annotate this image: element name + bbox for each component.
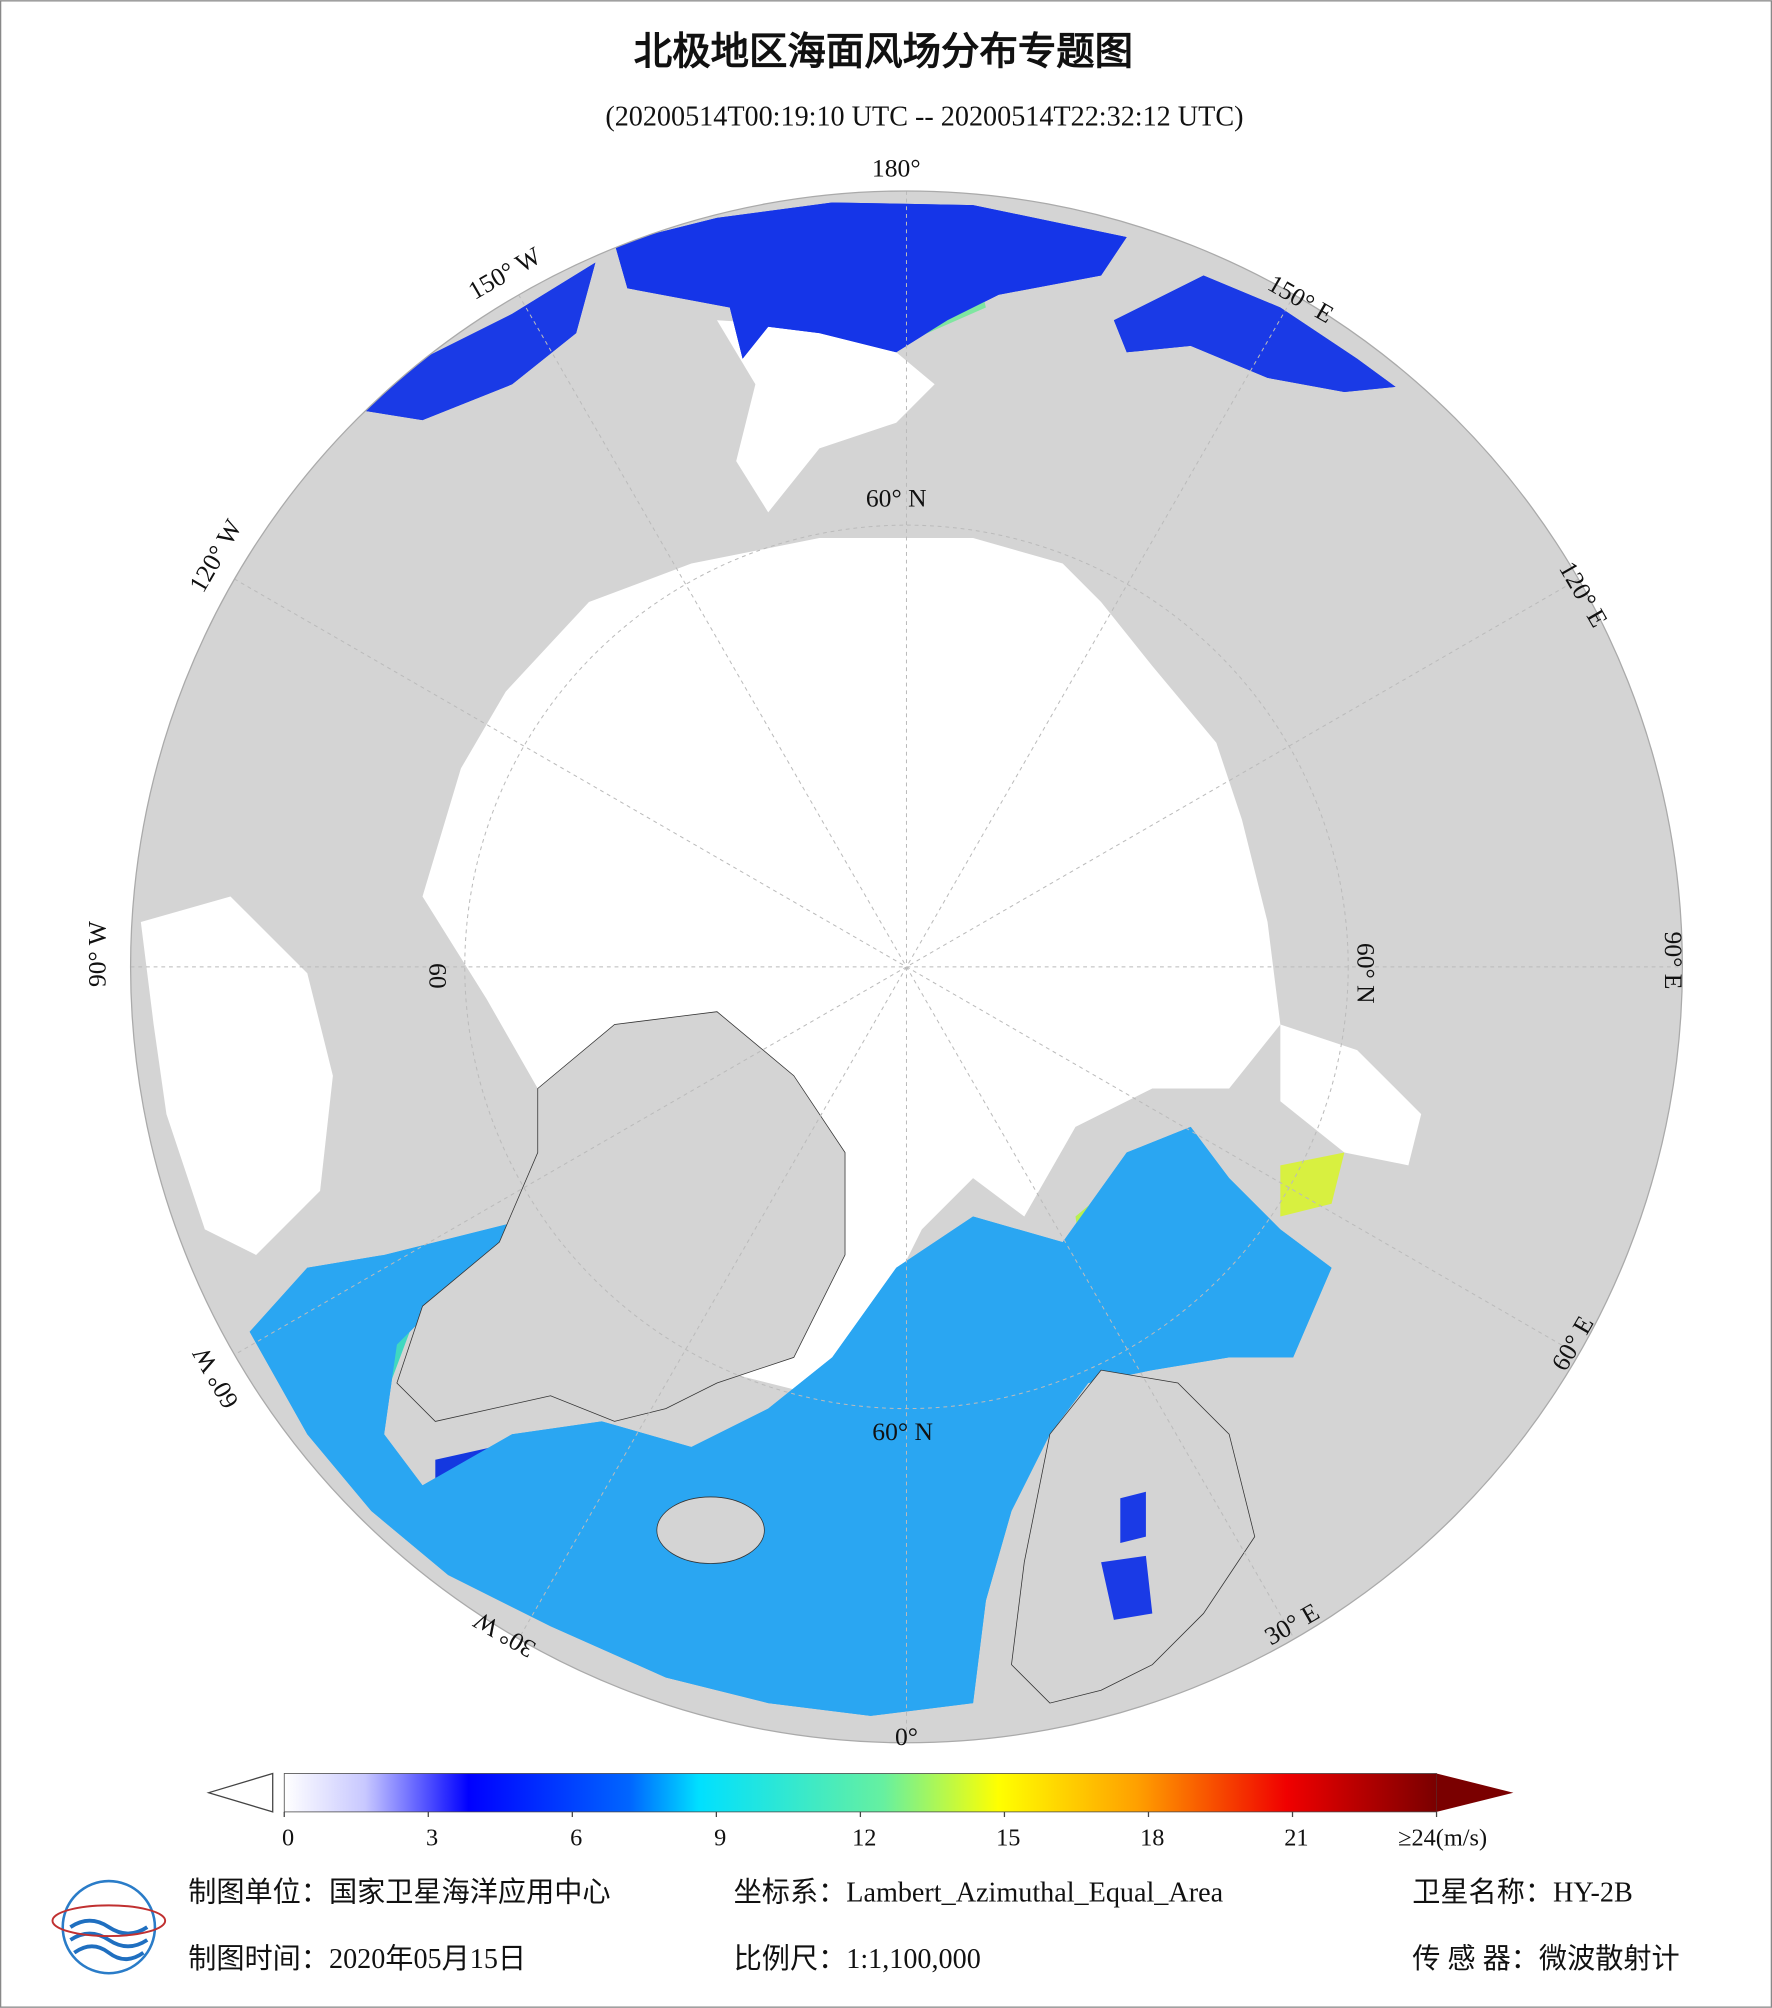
footer-sensor: 传 感 器：微波散射计 xyxy=(1412,1943,1680,1975)
latitude-label: 60° N xyxy=(872,1417,933,1446)
colorbar-tick-label: 12 xyxy=(852,1825,876,1852)
longitude-label: 90° W xyxy=(83,920,112,987)
latitude-label: 60 xyxy=(423,963,452,989)
longitude-label: 0° xyxy=(895,1722,918,1751)
colorbar-tick-label: 21 xyxy=(1284,1825,1308,1852)
colorbar-tick-label: 0 xyxy=(282,1825,294,1852)
map-border xyxy=(129,190,1684,1744)
colorbar-low-triangle xyxy=(206,1772,274,1813)
map xyxy=(130,190,1683,1743)
colorbar-tick-label: 15 xyxy=(996,1825,1020,1852)
colorbar-tick-label: 18 xyxy=(1140,1825,1164,1852)
logo xyxy=(51,1879,167,1975)
footer-scale: 比例尺：1:1,100,000 xyxy=(734,1943,981,1975)
longitude-label: 180° xyxy=(872,153,921,182)
colorbar-tick-label: 3 xyxy=(426,1825,438,1852)
footer-crs: 坐标系：Lambert_Azimuthal_Equal_Area xyxy=(734,1877,1224,1909)
colorbar-tick-label: 9 xyxy=(714,1825,726,1852)
colorbar xyxy=(283,1773,1437,1813)
latitude-label: 60° N xyxy=(1352,943,1381,1004)
footer-date: 制图时间：2020年05月15日 xyxy=(188,1943,526,1975)
colorbar-tick-label: 6 xyxy=(570,1825,582,1852)
colorbar-high-triangle xyxy=(1436,1773,1514,1812)
latitude-label: 60° N xyxy=(866,484,927,513)
longitude-label: 90° E xyxy=(1659,932,1688,990)
footer-unit: 制图单位：国家卫星海洋应用中心 xyxy=(188,1877,610,1909)
wind-field xyxy=(249,202,1396,1716)
subtitle: (20200514T00:19:10 UTC -- 20200514T22:32… xyxy=(605,102,1243,133)
colorbar-tick-label: ≥24(m/s) xyxy=(1398,1825,1487,1852)
footer-satellite: 卫星名称：HY-2B xyxy=(1412,1877,1633,1909)
title: 北极地区海面风场分布专题图 xyxy=(634,29,1133,74)
